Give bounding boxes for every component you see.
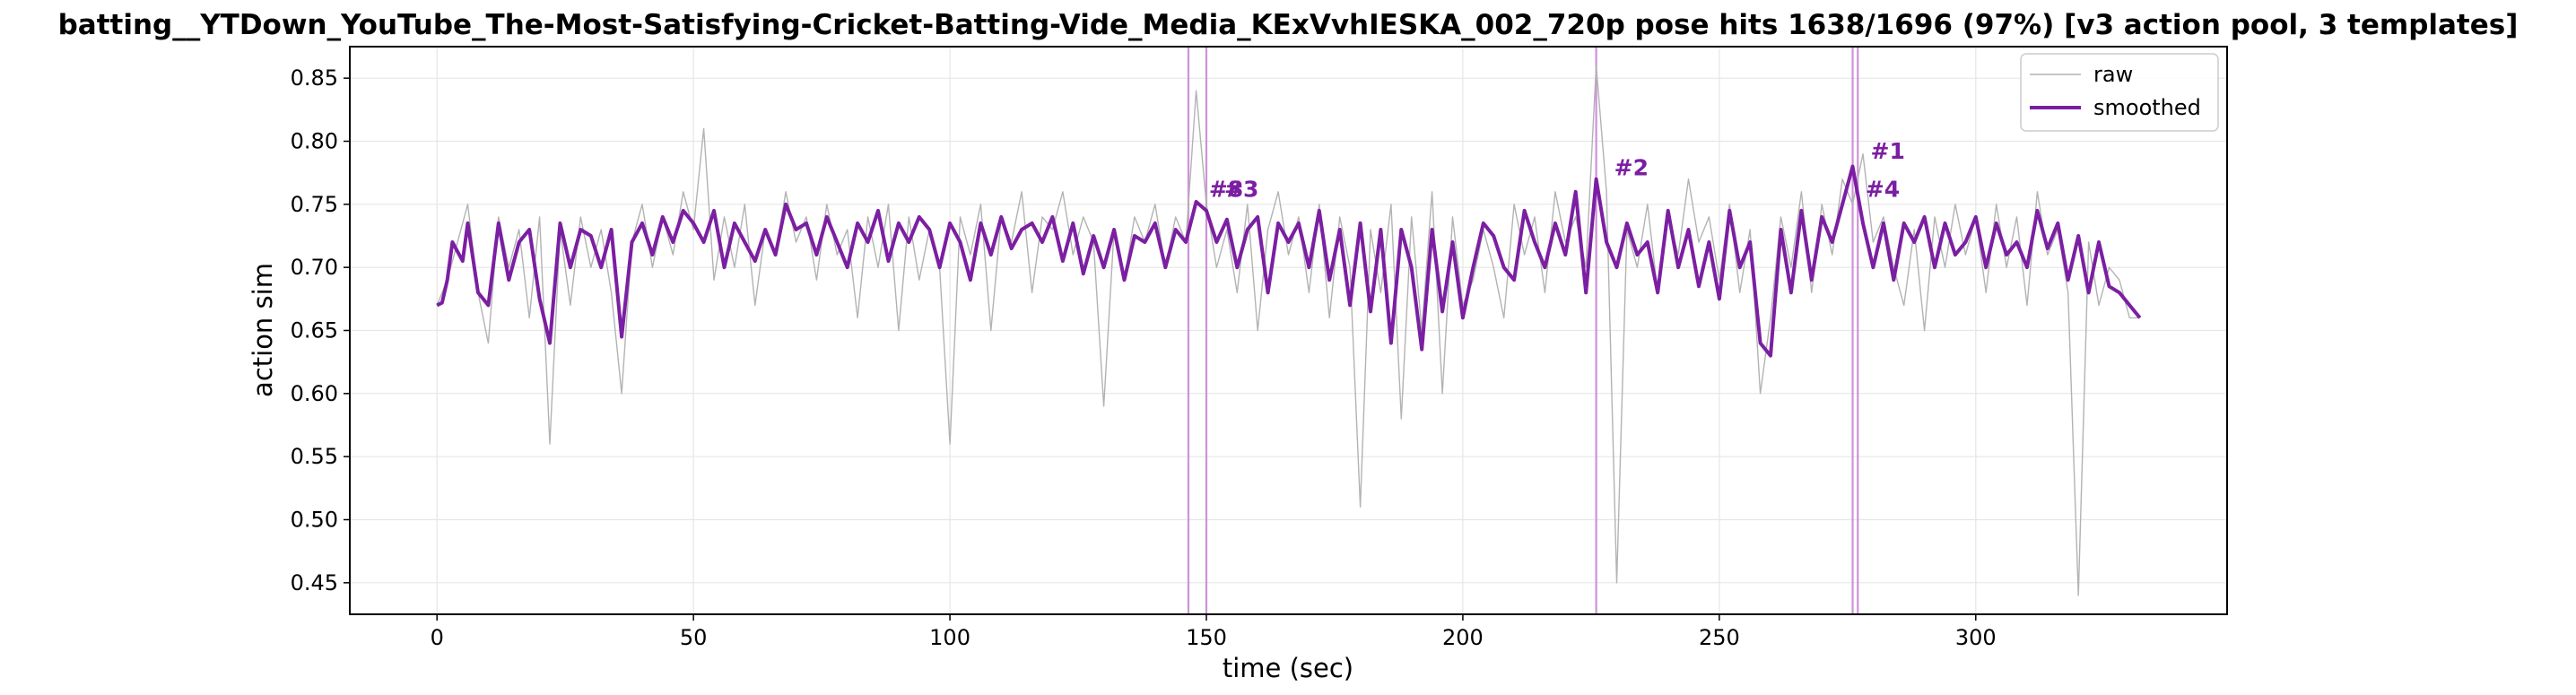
y-axis-label: action sim xyxy=(248,263,278,397)
y-axis-ticks: 0.45 0.50 0.55 0.60 0.65 0.70 0.75 0.80 0.85 xyxy=(291,65,350,595)
peak-annotation-label: #8 xyxy=(1209,176,1243,202)
y-tick-label: 0.60 xyxy=(291,381,338,406)
y-tick-label: 0.45 xyxy=(291,570,338,595)
y-tick-label: 0.80 xyxy=(291,129,338,154)
peak-annotation-label: #3 xyxy=(1224,176,1258,202)
peak-annotation-label: #2 xyxy=(1614,154,1649,180)
y-tick-label: 0.70 xyxy=(291,255,338,280)
peak-annotations: #8#3 #2 #1 #4 xyxy=(1209,138,1905,202)
vertical-markers xyxy=(1187,47,1859,614)
series-line-smoothed xyxy=(436,164,2142,358)
x-tick-label: 0 xyxy=(431,625,444,650)
peak-annotation-label: #1 xyxy=(1871,138,1905,164)
x-axis-ticks: 0 50 100 150 200 250 300 xyxy=(431,614,1997,650)
series-lines xyxy=(436,65,2142,596)
y-tick-label: 0.65 xyxy=(291,318,338,343)
y-tick-label: 0.50 xyxy=(291,508,338,533)
legend-label-raw: raw xyxy=(2093,62,2133,87)
x-tick-label: 250 xyxy=(1699,625,1740,650)
legend-box xyxy=(2020,53,2219,132)
x-tick-label: 50 xyxy=(680,625,708,650)
x-tick-label: 200 xyxy=(1442,625,1484,650)
x-tick-label: 100 xyxy=(929,625,970,650)
legend-label-smoothed: smoothed xyxy=(2093,95,2201,120)
chart-title: batting__YTDown_YouTube_The-Most-Satisfy… xyxy=(58,9,2519,41)
y-tick-label: 0.75 xyxy=(291,192,338,217)
x-tick-label: 150 xyxy=(1186,625,1227,650)
peak-annotation-label: #4 xyxy=(1866,176,1900,202)
x-axis-label: time (sec) xyxy=(1223,653,1353,683)
y-tick-label: 0.85 xyxy=(291,65,338,91)
x-tick-label: 300 xyxy=(1955,625,1997,650)
grid xyxy=(350,47,2227,614)
legend: raw smoothed xyxy=(2020,53,2219,132)
y-tick-label: 0.55 xyxy=(291,444,338,469)
